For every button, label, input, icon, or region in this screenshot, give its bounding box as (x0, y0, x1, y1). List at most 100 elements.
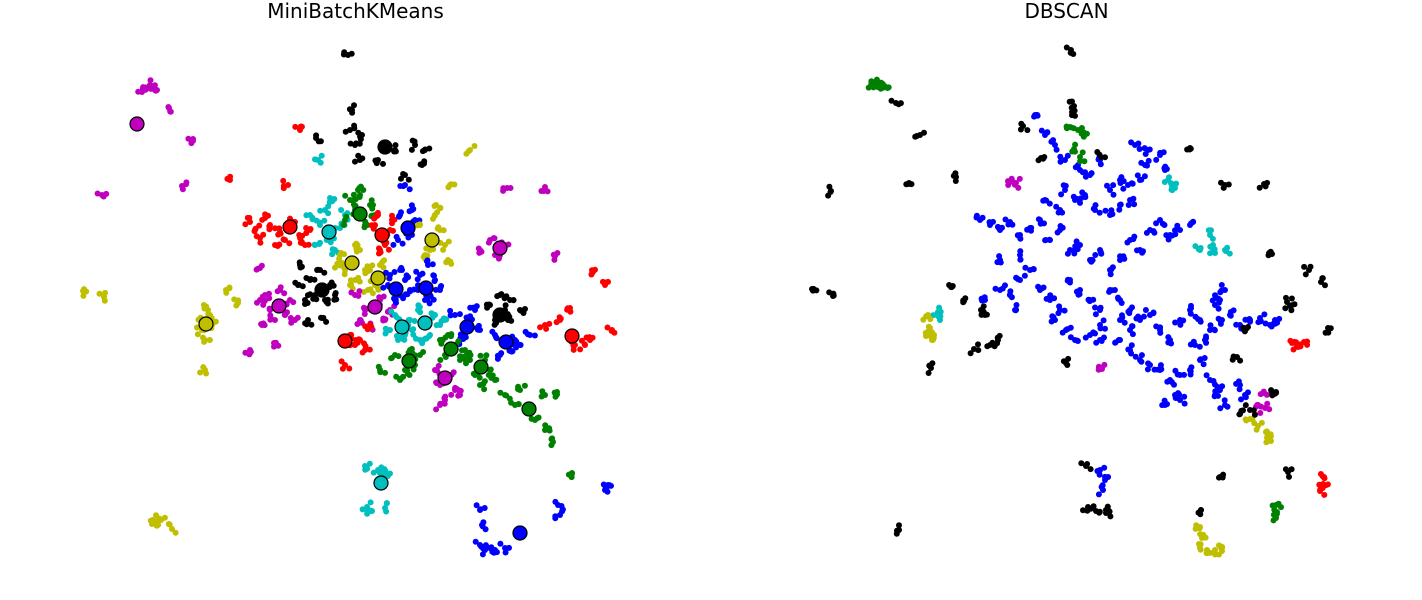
data-point (989, 339, 996, 346)
data-point (1282, 466, 1289, 473)
data-point (992, 285, 999, 292)
data-point (356, 288, 363, 295)
data-point (303, 230, 310, 237)
data-point (1317, 486, 1324, 493)
cluster-center (377, 139, 393, 155)
data-point (1056, 303, 1063, 310)
data-point (1107, 187, 1113, 193)
data-point (359, 349, 366, 356)
data-point (1048, 318, 1055, 325)
data-point (1242, 402, 1249, 409)
data-point (1110, 182, 1117, 189)
data-point (1138, 176, 1145, 183)
data-point (437, 357, 444, 363)
data-point (380, 284, 387, 291)
data-point (167, 108, 174, 115)
data-point (534, 415, 541, 422)
data-point (200, 364, 207, 371)
data-point (604, 324, 611, 331)
data-point (1251, 411, 1258, 418)
data-point (1153, 323, 1160, 330)
data-point (975, 347, 982, 354)
data-point (1129, 180, 1136, 187)
data-point (374, 209, 381, 216)
data-point (1072, 141, 1079, 148)
data-point (1081, 158, 1088, 165)
data-point (1319, 275, 1326, 282)
data-point (1321, 491, 1328, 498)
data-point (1307, 263, 1314, 270)
data-point (1022, 264, 1029, 271)
data-point (1269, 392, 1276, 399)
data-point (500, 185, 507, 192)
data-point (537, 324, 544, 331)
data-point (425, 333, 432, 340)
data-point (1121, 255, 1128, 262)
data-point (376, 294, 383, 301)
data-point (1050, 137, 1057, 144)
data-point (442, 393, 449, 400)
data-point (450, 369, 457, 376)
data-point (405, 176, 412, 183)
data-point (266, 295, 273, 302)
data-point (479, 551, 486, 558)
data-point (329, 246, 336, 253)
data-point (1093, 339, 1100, 346)
data-point (894, 527, 900, 534)
data-point (1181, 371, 1187, 378)
data-point (884, 85, 891, 91)
data-point (417, 309, 424, 316)
data-point (380, 160, 386, 167)
data-point (1172, 367, 1179, 374)
data-point (448, 260, 455, 267)
data-point (513, 344, 520, 351)
data-point (433, 322, 440, 329)
data-point (382, 330, 389, 337)
data-point (973, 214, 980, 221)
data-point (472, 538, 479, 545)
data-point (343, 213, 350, 220)
data-point (353, 140, 360, 147)
data-point (1286, 473, 1292, 480)
data-point (1135, 140, 1142, 147)
data-point (1283, 294, 1289, 301)
data-point (1187, 368, 1194, 375)
data-point (298, 123, 305, 130)
data-point (362, 343, 369, 349)
data-point (1233, 380, 1240, 387)
data-point (410, 366, 417, 373)
data-point (498, 350, 505, 357)
data-point (1145, 157, 1152, 164)
data-point (1237, 357, 1244, 364)
data-point (592, 266, 598, 273)
data-point (1102, 207, 1109, 214)
data-point (375, 285, 381, 292)
data-point (448, 391, 455, 398)
data-point (1238, 407, 1245, 414)
data-point (413, 268, 420, 275)
data-point (1018, 120, 1025, 127)
data-point (473, 502, 480, 509)
data-point (489, 546, 496, 553)
data-point (351, 122, 358, 129)
data-point (389, 220, 395, 227)
data-point (255, 265, 261, 272)
data-point (1085, 296, 1092, 303)
data-point (152, 87, 159, 94)
data-point (438, 283, 445, 289)
data-point (1218, 179, 1224, 186)
data-point (409, 137, 416, 144)
data-point (1243, 417, 1250, 424)
data-point (1242, 394, 1249, 401)
data-point (1108, 266, 1115, 273)
data-point (1247, 318, 1253, 325)
data-point (311, 241, 318, 248)
data-point (552, 498, 559, 505)
data-point (1159, 220, 1166, 227)
cluster-center (564, 328, 580, 344)
data-point (431, 203, 438, 209)
data-point (1095, 491, 1102, 498)
data-point (967, 350, 974, 357)
data-point (142, 84, 149, 91)
data-point (408, 146, 415, 153)
